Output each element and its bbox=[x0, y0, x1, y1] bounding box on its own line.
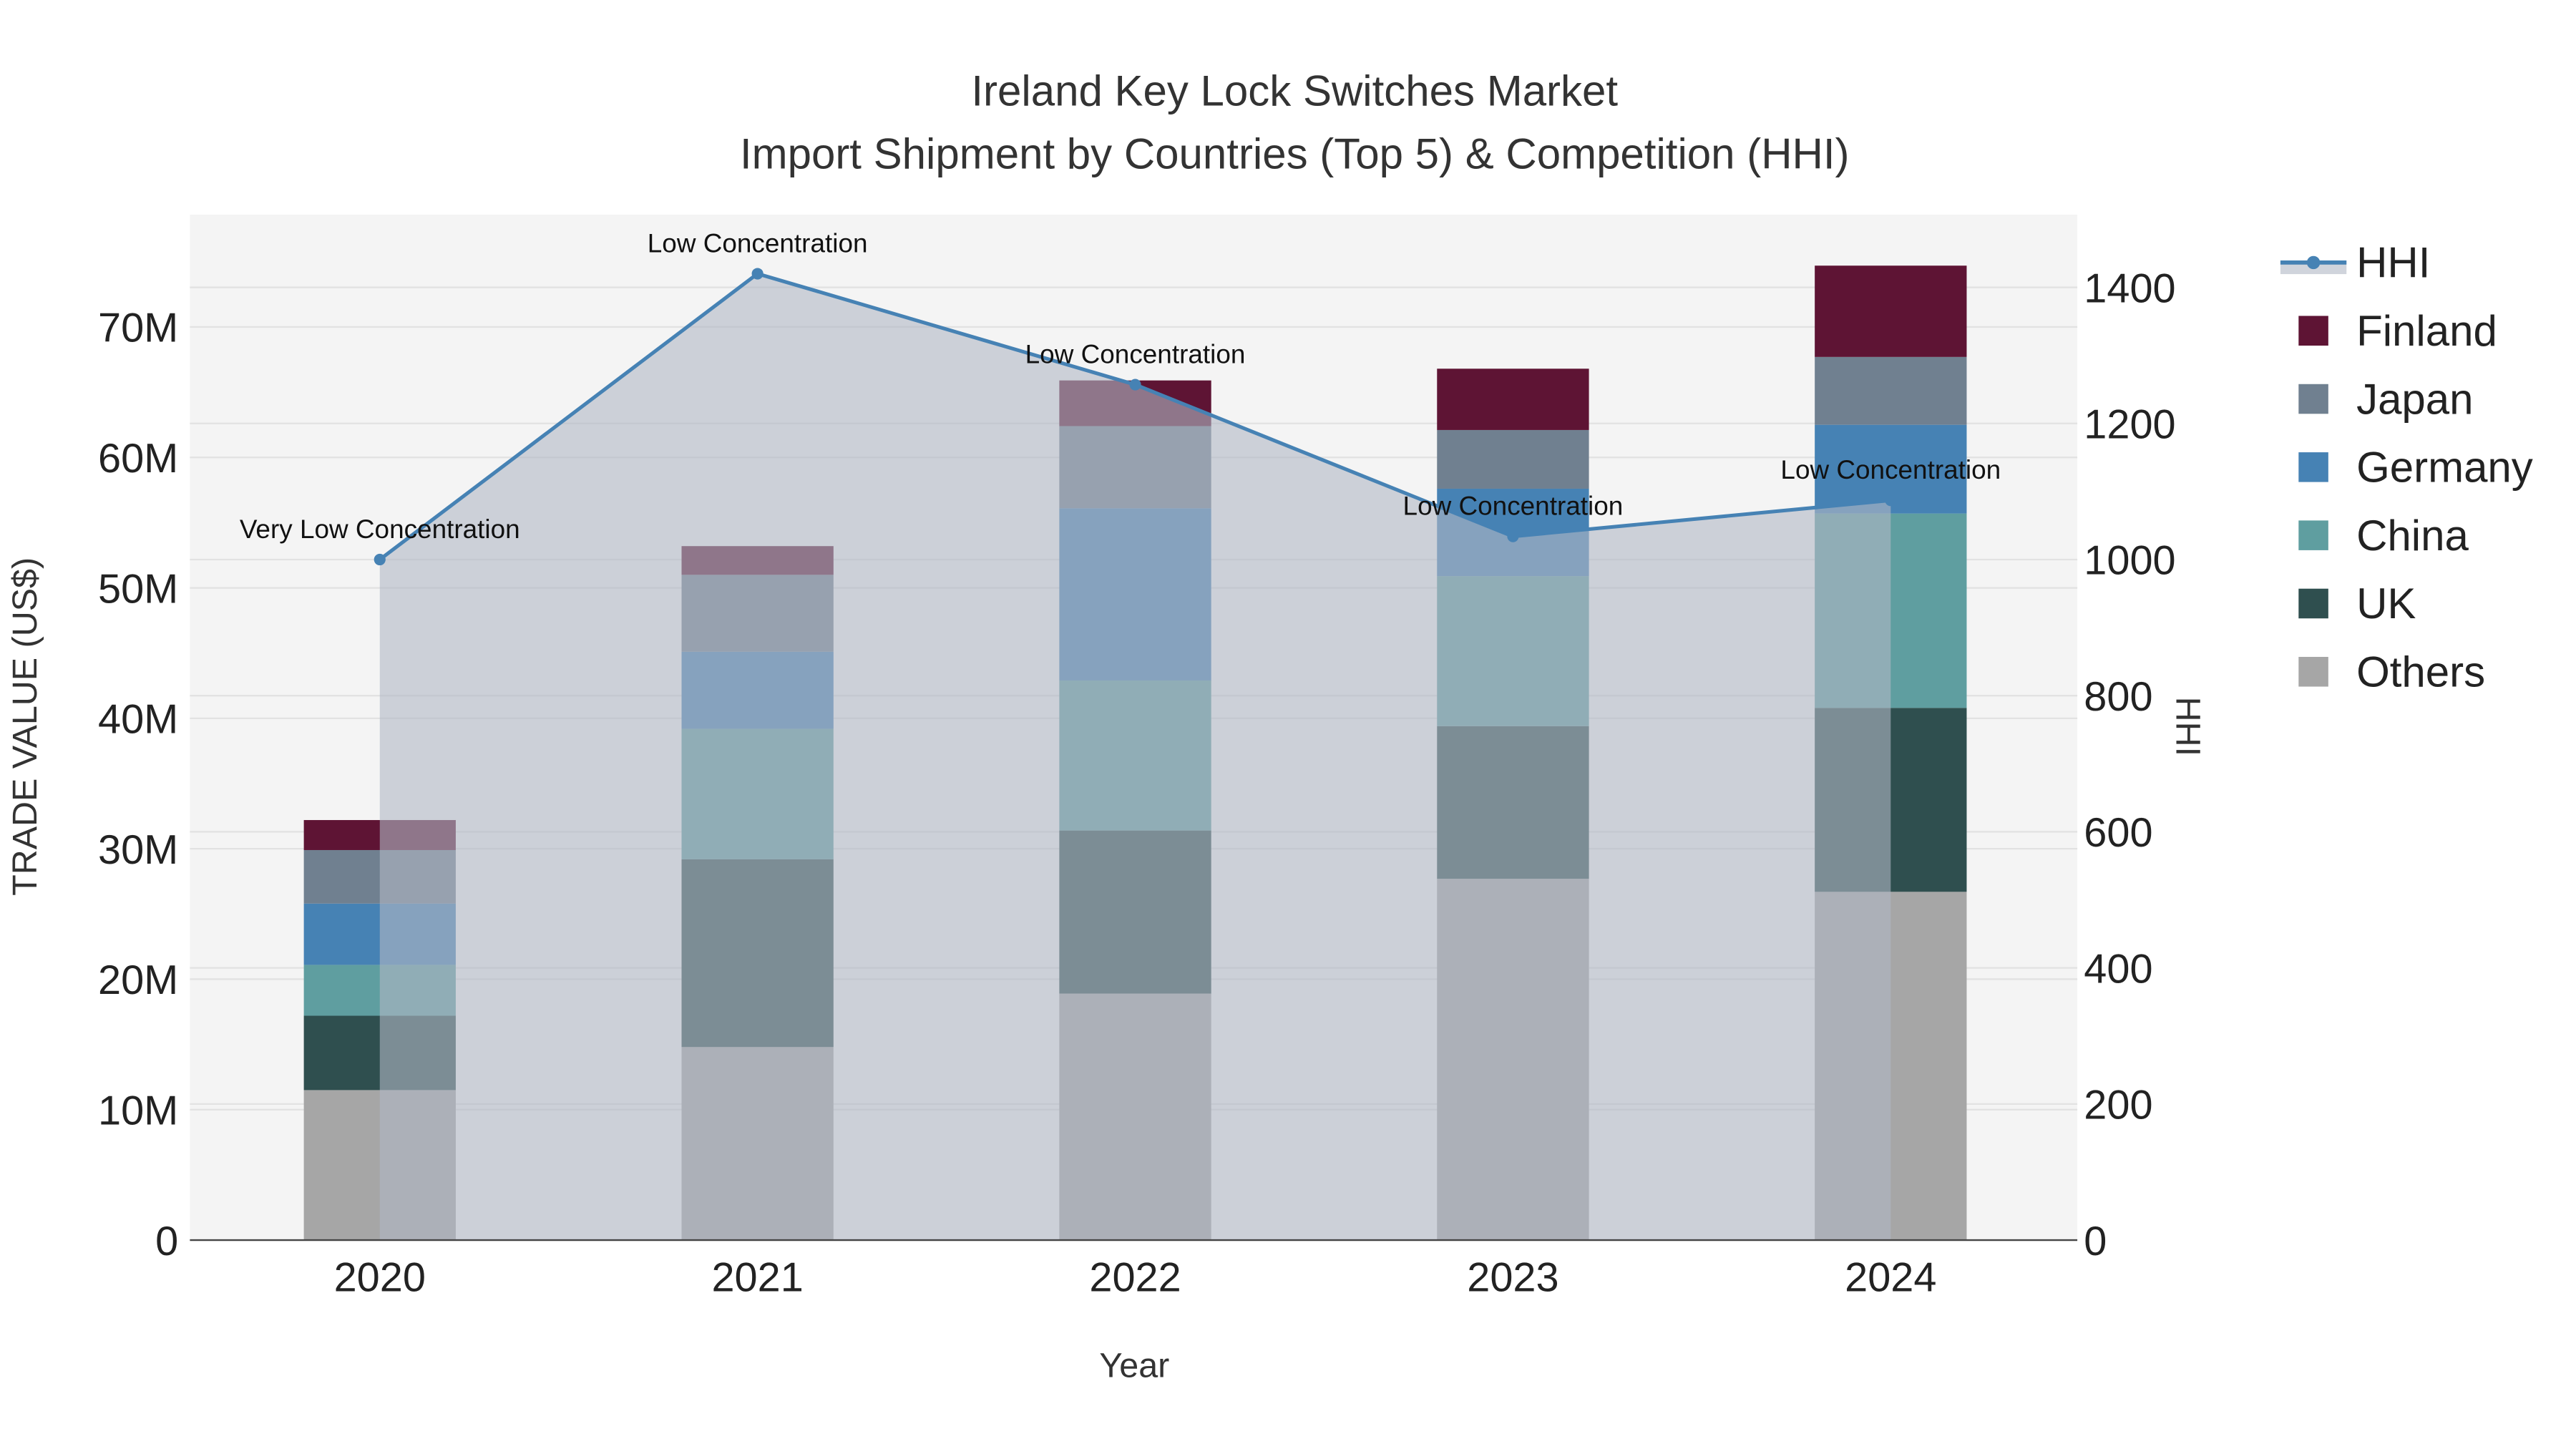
legend-swatch bbox=[2298, 657, 2328, 687]
legend-item-finland: Finland bbox=[2298, 307, 2497, 355]
y2-tick-label: 1400 bbox=[2084, 265, 2175, 311]
y2-axis-title: HHI bbox=[2169, 697, 2207, 756]
y2-tick-label: 1200 bbox=[2084, 402, 2175, 448]
y2-tick-label: 200 bbox=[2084, 1083, 2152, 1128]
y-tick-label: 70M bbox=[98, 306, 178, 351]
legend-label: China bbox=[2356, 512, 2469, 560]
chart-subtitle: Import Shipment by Countries (Top 5) & C… bbox=[740, 130, 1850, 177]
chart-title: Ireland Key Lock Switches Market bbox=[971, 67, 1618, 115]
legend-item-hhi: HHI bbox=[2280, 239, 2430, 287]
y-tick-label: 50M bbox=[98, 566, 178, 612]
x-tick-label: 2020 bbox=[334, 1255, 426, 1301]
bar-finland-2023 bbox=[1437, 369, 1589, 430]
x-axis-title: Year bbox=[1099, 1347, 1169, 1385]
legend-label: UK bbox=[2356, 580, 2416, 628]
hhi-point-2024 bbox=[1885, 494, 1897, 507]
y-tick-label: 60M bbox=[98, 436, 178, 482]
hhi-point-2022 bbox=[1129, 379, 1141, 391]
y2-tick-label: 0 bbox=[2084, 1219, 2107, 1264]
y-tick-label: 0 bbox=[155, 1219, 178, 1264]
hhi-point-2023 bbox=[1507, 530, 1519, 542]
y2-tick-label: 600 bbox=[2084, 810, 2152, 856]
x-tick-label: 2021 bbox=[711, 1255, 803, 1301]
legend-swatch bbox=[2298, 384, 2328, 414]
x-tick-label: 2024 bbox=[1845, 1255, 1936, 1301]
legend-swatch bbox=[2298, 316, 2328, 346]
legend-label: Others bbox=[2356, 648, 2485, 696]
legend-label: Germany bbox=[2356, 444, 2533, 492]
hhi-annotation: Low Concentration bbox=[1403, 492, 1624, 521]
y-axis-title: TRADE VALUE (US$) bbox=[6, 557, 44, 896]
y-tick-label: 30M bbox=[98, 827, 178, 873]
hhi-annotation: Very Low Concentration bbox=[240, 514, 520, 544]
y-tick-label: 40M bbox=[98, 697, 178, 743]
legend-item-china: China bbox=[2298, 512, 2469, 560]
legend-item-japan: Japan bbox=[2298, 375, 2474, 423]
legend-hhi-marker bbox=[2306, 255, 2321, 270]
hhi-annotation: Low Concentration bbox=[1025, 340, 1246, 369]
legend-swatch bbox=[2298, 588, 2328, 619]
y2-tick-label: 400 bbox=[2084, 946, 2152, 992]
legend-swatch bbox=[2298, 452, 2328, 482]
legend-label: HHI bbox=[2356, 239, 2430, 287]
hhi-annotation: Low Concentration bbox=[1780, 455, 2001, 484]
y-tick-label: 10M bbox=[98, 1088, 178, 1134]
legend-label: Finland bbox=[2356, 307, 2497, 355]
y2-tick-label: 800 bbox=[2084, 674, 2152, 720]
bar-finland-2024 bbox=[1815, 265, 1967, 357]
legend-item-uk: UK bbox=[2298, 580, 2416, 628]
legend-item-others: Others bbox=[2298, 648, 2485, 696]
hhi-point-2020 bbox=[374, 553, 386, 566]
x-tick-label: 2022 bbox=[1089, 1255, 1181, 1301]
hhi-area bbox=[379, 273, 1891, 1241]
legend-item-germany: Germany bbox=[2298, 444, 2533, 492]
bar-japan-2024 bbox=[1815, 356, 1967, 425]
bar-japan-2023 bbox=[1437, 429, 1589, 489]
hhi-annotation: Low Concentration bbox=[648, 229, 868, 258]
x-tick-label: 2023 bbox=[1467, 1255, 1558, 1301]
hhi-point-2021 bbox=[751, 268, 763, 280]
legend-label: Japan bbox=[2356, 375, 2473, 423]
y2-tick-label: 1000 bbox=[2084, 538, 2175, 584]
legend-swatch bbox=[2298, 520, 2328, 550]
y-tick-label: 20M bbox=[98, 957, 178, 1003]
